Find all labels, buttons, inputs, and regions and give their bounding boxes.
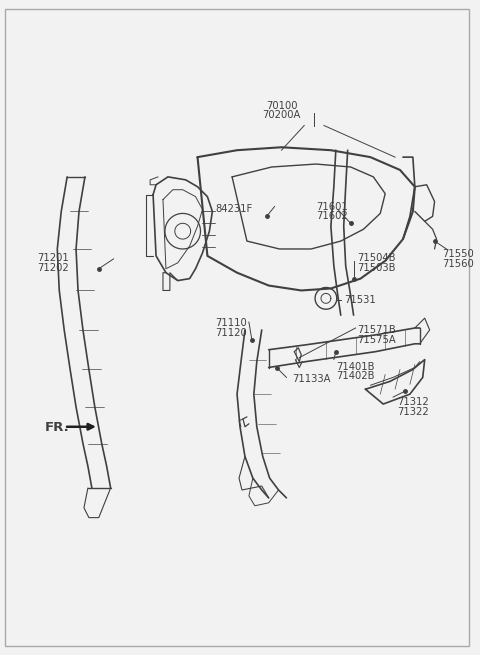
Text: 84231F: 84231F	[216, 204, 252, 214]
Text: 71201: 71201	[37, 253, 69, 263]
Text: 71560: 71560	[443, 259, 474, 269]
Text: 71401B: 71401B	[336, 362, 374, 371]
Text: 70200A: 70200A	[262, 110, 300, 120]
Text: 71504B: 71504B	[358, 253, 396, 263]
Text: 71110: 71110	[216, 318, 247, 328]
Text: 71322: 71322	[397, 407, 429, 417]
Text: 71133A: 71133A	[292, 375, 331, 384]
Text: 71571B: 71571B	[358, 325, 396, 335]
Text: FR.: FR.	[45, 421, 69, 434]
Text: 71402B: 71402B	[336, 371, 374, 381]
Text: 71503B: 71503B	[358, 263, 396, 272]
Text: 70100: 70100	[266, 101, 297, 111]
Text: 71202: 71202	[37, 263, 69, 272]
Text: 71531: 71531	[344, 295, 375, 305]
Text: 71312: 71312	[397, 397, 429, 407]
Text: 71120: 71120	[216, 328, 247, 338]
Text: 71601: 71601	[316, 202, 348, 212]
Text: 71602: 71602	[316, 212, 348, 221]
Text: 71575A: 71575A	[358, 335, 396, 345]
Text: 71550: 71550	[443, 249, 474, 259]
FancyBboxPatch shape	[5, 9, 469, 646]
